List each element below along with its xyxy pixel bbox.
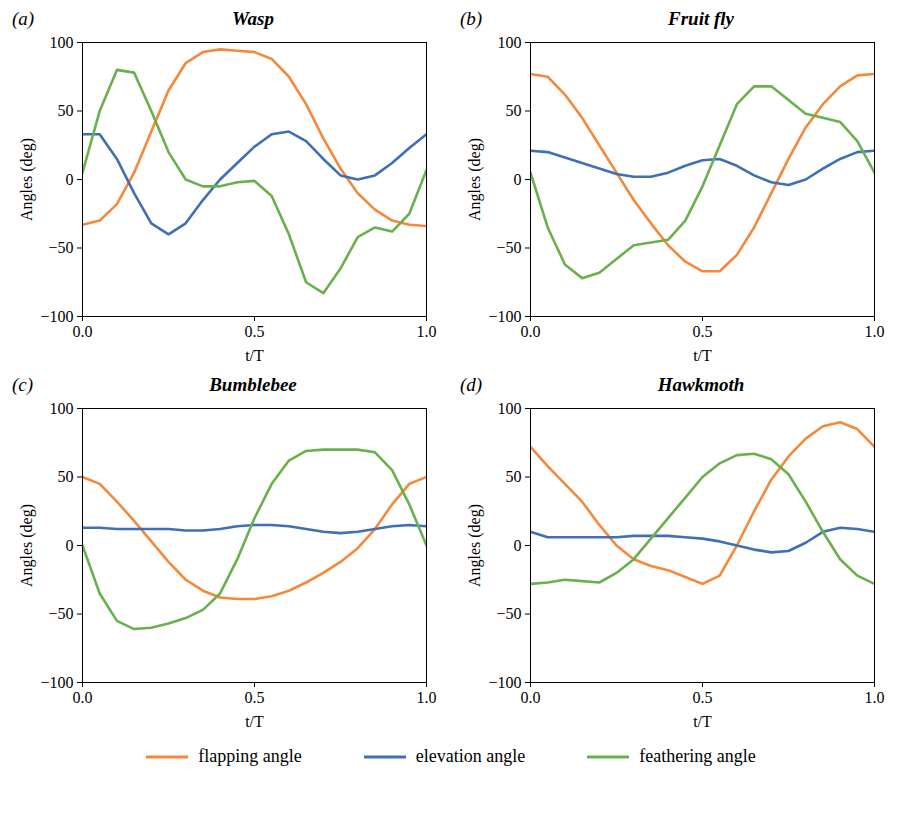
svg-text:0: 0: [66, 171, 74, 188]
svg-text:50: 50: [58, 102, 74, 119]
html-text:Fruit fly: Fruit fly: [668, 8, 734, 29]
svg-text:Angles (deg): Angles (deg): [466, 504, 484, 587]
svg-text:100: 100: [50, 34, 74, 51]
svg-text:100: 100: [498, 34, 522, 51]
svg-text:Angles (deg): Angles (deg): [18, 138, 36, 221]
html-text:(a): (a): [12, 8, 35, 29]
svg-text:t/T: t/T: [245, 713, 264, 730]
svg-text:100: 100: [498, 400, 522, 417]
svg-text:Angles (deg): Angles (deg): [466, 138, 484, 221]
html-text:(d): (d): [460, 374, 483, 395]
html-text:feathering angle: feathering angle: [639, 746, 756, 766]
svg-text:1.0: 1.0: [865, 689, 885, 706]
svg-text:−50: −50: [496, 239, 521, 256]
svg-text:0: 0: [514, 537, 522, 554]
svg-text:1.0: 1.0: [417, 323, 437, 340]
html-text:Wasp: Wasp: [232, 8, 274, 29]
svg-text:0: 0: [514, 171, 522, 188]
svg-text:−100: −100: [40, 674, 73, 691]
html-text:elevation angle: elevation angle: [415, 746, 526, 766]
svg-text:50: 50: [506, 102, 522, 119]
svg-text:1.0: 1.0: [417, 689, 437, 706]
html-text:flapping angle: flapping angle: [198, 746, 302, 766]
svg-text:−100: −100: [40, 308, 73, 325]
svg-text:1.0: 1.0: [865, 323, 885, 340]
svg-text:t/T: t/T: [245, 347, 264, 364]
svg-text:0.5: 0.5: [245, 689, 265, 706]
svg-text:0.0: 0.0: [521, 323, 541, 340]
html-text:Bumblebee: Bumblebee: [209, 374, 297, 395]
html-text:Hawkmoth: Hawkmoth: [657, 374, 745, 395]
svg-text:50: 50: [58, 468, 74, 485]
svg-text:−50: −50: [496, 605, 521, 622]
svg-text:0.0: 0.0: [521, 689, 541, 706]
svg-text:100: 100: [50, 400, 74, 417]
svg-text:t/T: t/T: [693, 347, 712, 364]
svg-text:−100: −100: [488, 674, 521, 691]
html-text:(b): (b): [460, 8, 483, 29]
html-text:(c): (c): [12, 374, 34, 395]
svg-text:0.5: 0.5: [245, 323, 265, 340]
svg-text:50: 50: [506, 468, 522, 485]
svg-text:0.5: 0.5: [693, 689, 713, 706]
svg-text:−50: −50: [48, 605, 73, 622]
svg-text:Angles (deg): Angles (deg): [18, 504, 36, 587]
svg-text:0.5: 0.5: [693, 323, 713, 340]
svg-text:−50: −50: [48, 239, 73, 256]
svg-text:0.0: 0.0: [73, 323, 93, 340]
svg-text:−100: −100: [488, 308, 521, 325]
svg-text:0: 0: [66, 537, 74, 554]
svg-text:t/T: t/T: [693, 713, 712, 730]
svg-text:0.0: 0.0: [73, 689, 93, 706]
